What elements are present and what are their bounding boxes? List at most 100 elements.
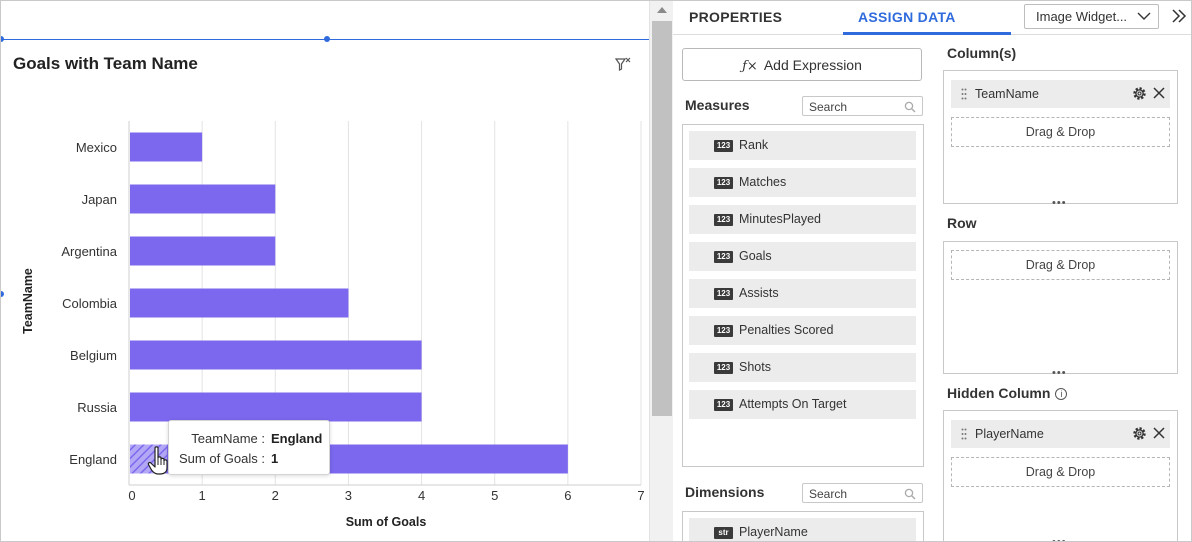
- dimension-item-playername[interactable]: str PlayerName: [689, 518, 916, 541]
- measure-item-matches[interactable]: 123 Matches: [689, 168, 916, 197]
- bar-colombia[interactable]: [130, 288, 349, 318]
- row-drop-zone[interactable]: Drag & Drop •••: [943, 241, 1178, 379]
- numeric-type-icon: 123: [714, 325, 733, 337]
- function-icon: ƒ×: [742, 59, 758, 74]
- hidden-field-playername[interactable]: PlayerName: [951, 420, 1170, 448]
- info-icon[interactable]: i: [1055, 388, 1068, 400]
- dimensions-search-input[interactable]: Search: [802, 483, 923, 503]
- x-axis-label: Sum of Goals: [346, 515, 427, 529]
- measure-item-attempts-on-target[interactable]: 123 Attempts On Target: [689, 390, 916, 419]
- resize-handle-left[interactable]: [1, 291, 4, 297]
- resize-handle-top-left[interactable]: [1, 36, 4, 42]
- resize-grip-icon[interactable]: •••: [1052, 367, 1067, 379]
- numeric-type-icon: 123: [714, 251, 733, 263]
- close-icon[interactable]: [1152, 426, 1166, 440]
- chart-tooltip: TeamName : England Sum of Goals : 1: [168, 420, 330, 475]
- drag-handle-icon[interactable]: [961, 88, 967, 100]
- resize-grip-icon[interactable]: •••: [1052, 197, 1067, 209]
- measure-item-shots[interactable]: 123 Shots: [689, 353, 916, 382]
- hidden-column-heading-label: Hidden Column: [947, 385, 1051, 401]
- gear-icon[interactable]: [1131, 425, 1148, 442]
- search-icon: [904, 101, 916, 113]
- measure-item-label: Attempts On Target: [739, 397, 847, 411]
- x-tick-label: 0: [128, 488, 135, 503]
- string-type-icon: str: [714, 527, 733, 539]
- column-field-label: TeamName: [975, 87, 1039, 101]
- clear-filter-icon[interactable]: [614, 56, 632, 74]
- bar-mexico[interactable]: [130, 132, 203, 162]
- tab-assign-data[interactable]: ASSIGN DATA: [858, 9, 956, 25]
- x-tick-label: 5: [491, 488, 498, 503]
- measure-item-rank[interactable]: 123 Rank: [689, 131, 916, 160]
- category-label: Russia: [77, 400, 118, 415]
- columns-heading: Column(s): [947, 45, 1017, 61]
- tooltip-label-team: TeamName :: [191, 431, 265, 446]
- x-tick-label: 1: [199, 488, 206, 503]
- y-axis-label: TeamName: [21, 268, 35, 334]
- dimension-item-label: PlayerName: [739, 525, 808, 539]
- resize-grip-icon[interactable]: •••: [1052, 536, 1067, 542]
- add-expression-button[interactable]: ƒ× Add Expression: [682, 48, 922, 81]
- x-tick-label: 6: [564, 488, 571, 503]
- numeric-type-icon: 123: [714, 177, 733, 189]
- numeric-type-icon: 123: [714, 399, 733, 411]
- measure-item-label: Goals: [739, 249, 772, 263]
- vertical-scrollbar[interactable]: [649, 1, 673, 541]
- columns-drop-zone[interactable]: TeamName Drag & Drop •••: [943, 70, 1178, 209]
- close-icon[interactable]: [1152, 86, 1166, 100]
- measure-item-goals[interactable]: 123 Goals: [689, 242, 916, 271]
- collapse-panel-icon[interactable]: [1170, 6, 1188, 26]
- gear-icon[interactable]: [1131, 85, 1148, 102]
- drag-handle-icon[interactable]: [961, 428, 967, 440]
- hidden-drag-drop[interactable]: Drag & Drop: [951, 457, 1170, 487]
- active-tab-indicator: [843, 32, 1011, 35]
- chart-widget[interactable]: Goals with Team Name Mexico Japan Argentin…: [1, 1, 649, 541]
- hidden-column-heading: Hidden Column i: [947, 385, 1068, 401]
- scroll-up-arrow-icon[interactable]: [657, 7, 667, 13]
- measure-item-penalties-scored[interactable]: 123 Penalties Scored: [689, 316, 916, 345]
- bar-argentina[interactable]: [130, 236, 276, 266]
- column-field-teamname[interactable]: TeamName: [951, 80, 1170, 108]
- measures-search-input[interactable]: Search: [802, 96, 923, 116]
- add-expression-label: Add Expression: [763, 57, 862, 73]
- numeric-type-icon: 123: [714, 140, 733, 152]
- measures-search-placeholder: Search: [809, 100, 848, 114]
- category-label: Argentina: [61, 244, 117, 259]
- measure-item-minutesplayed[interactable]: 123 MinutesPlayed: [689, 205, 916, 234]
- measure-item-label: Rank: [739, 138, 769, 152]
- hidden-field-label: PlayerName: [975, 427, 1044, 441]
- columns-drag-drop[interactable]: Drag & Drop: [951, 117, 1170, 147]
- x-tick-label: 7: [637, 488, 644, 503]
- measure-item-label: Matches: [739, 175, 787, 189]
- x-tick-label: 2: [272, 488, 279, 503]
- chart-title: Goals with Team Name: [13, 54, 198, 73]
- numeric-type-icon: 123: [714, 288, 733, 300]
- x-tick-label: 3: [345, 488, 352, 503]
- category-label: England: [69, 452, 117, 467]
- x-tick-label: 4: [418, 488, 425, 503]
- tab-properties[interactable]: PROPERTIES: [689, 9, 783, 25]
- scrollbar-thumb[interactable]: [652, 21, 672, 416]
- bar-belgium[interactable]: [130, 340, 422, 370]
- category-label: Japan: [82, 192, 117, 207]
- hidden-column-drop-zone[interactable]: PlayerName Drag & Drop •••: [943, 410, 1178, 542]
- widget-type-select[interactable]: Image Widget...: [1024, 4, 1159, 29]
- dimensions-list: str PlayerName: [682, 511, 924, 541]
- resize-handle-top[interactable]: [324, 36, 330, 42]
- measure-item-label: Shots: [739, 360, 771, 374]
- dimensions-heading: Dimensions: [685, 484, 765, 500]
- bar-japan[interactable]: [130, 184, 276, 214]
- category-label: Belgium: [70, 348, 117, 363]
- measure-item-label: Penalties Scored: [739, 323, 834, 337]
- row-drag-drop[interactable]: Drag & Drop: [951, 250, 1170, 280]
- chevron-down-icon: [1137, 12, 1151, 20]
- category-label: Mexico: [76, 140, 117, 155]
- search-icon: [904, 488, 916, 500]
- measure-item-assists[interactable]: 123 Assists: [689, 279, 916, 308]
- bar-russia[interactable]: [130, 392, 422, 422]
- tooltip-value-goals: 1: [271, 451, 279, 466]
- widget-type-select-value: Image Widget...: [1036, 9, 1128, 24]
- row-heading: Row: [947, 215, 977, 231]
- dimensions-search-placeholder: Search: [809, 487, 848, 501]
